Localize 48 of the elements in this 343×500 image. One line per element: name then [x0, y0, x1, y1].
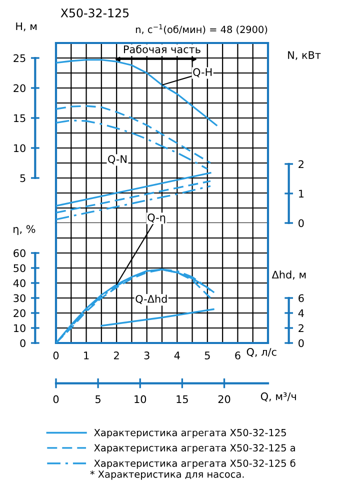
annotation: Q-N [108, 155, 126, 164]
x-tick-label: 3 [144, 352, 150, 360]
x-tick-label: 1 [84, 352, 89, 360]
y-tick-label: 60 [14, 249, 26, 258]
y-tick-label: 15 [14, 114, 26, 122]
annotation: Q-Δhd [136, 294, 167, 304]
x-tick-label: 0 [53, 352, 59, 360]
annotation: Q-η [148, 213, 166, 224]
y2-tick-label: 4 [298, 309, 304, 317]
y-tick-label: 0 [20, 339, 26, 348]
annotation: Q-H [193, 68, 212, 78]
legend-label: Характеристика агрегата Х50-32-125 б [94, 459, 296, 469]
y-axis-title: η, % [14, 225, 36, 235]
y2-tick-label: 2 [298, 324, 304, 332]
x2-tick-label: 5 [96, 395, 100, 404]
y-tick-label: 25 [14, 54, 26, 62]
y-tick-label: 10 [14, 324, 26, 332]
y-tick-label: 5 [20, 174, 26, 182]
x-tick-label: 2 [114, 352, 119, 360]
y-tick-label: 10 [14, 144, 26, 152]
y2-axis-title: N, кВт [288, 51, 321, 60]
y2-tick-label: 2 [298, 160, 304, 168]
y2-tick-label: 6 [298, 294, 304, 302]
x-tick-label: 5 [204, 352, 210, 360]
y-tick-label: 20 [14, 309, 26, 318]
chart-title: Х50-32-125 [60, 8, 129, 18]
x2-axis-title: Q, м³/ч [260, 392, 296, 402]
text: * Характеристика для насоса. [90, 470, 244, 480]
x2-tick-label: 10 [134, 395, 146, 404]
y-tick-label: 40 [13, 279, 26, 288]
y-tick-label: 20 [14, 84, 26, 92]
x-axis-title: Q, л/с [246, 348, 276, 358]
y-axis-title: H, м [16, 22, 37, 32]
x-tick-label: 4 [174, 352, 180, 360]
y-tick-label: 50 [14, 264, 26, 272]
y2-tick-label: 0 [298, 339, 304, 348]
x2-tick-label: 0 [53, 395, 59, 404]
annotation: Рабочая часть [124, 44, 200, 54]
legend-label: Характеристика агрегата Х50-32-125 [94, 428, 286, 438]
legend-label: Характеристика агрегата Х50-32-125 а [94, 444, 295, 454]
x-tick-label: 6 [235, 352, 240, 360]
y2-tick-label: 1 [299, 190, 304, 198]
y2-axis-title: Δhd, м [272, 270, 306, 280]
y-tick-label: 30 [14, 294, 26, 302]
chart-subtitle: n, с$^{−1}$(об/мин) = 48 (2900) [136, 24, 268, 34]
x2-tick-label: 20 [218, 395, 230, 404]
x2-tick-label: 15 [176, 395, 188, 404]
y2-tick-label: 0 [298, 219, 304, 228]
